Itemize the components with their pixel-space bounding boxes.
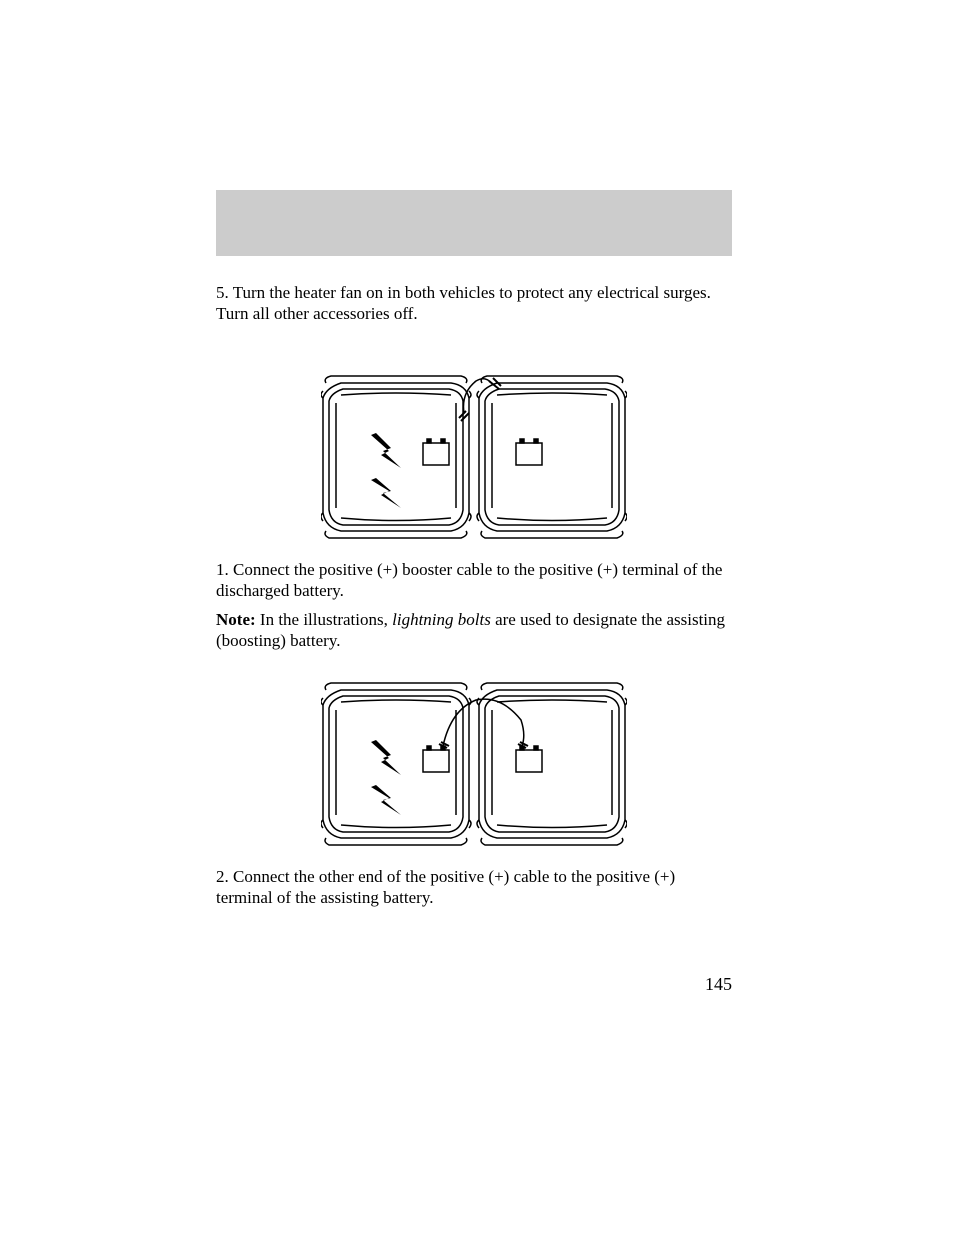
note-label: Note: bbox=[216, 610, 256, 629]
diagram-2-container bbox=[216, 680, 732, 848]
note-italic: lightning bolts bbox=[392, 610, 491, 629]
page-container: 5. Turn the heater fan on in both vehicl… bbox=[0, 0, 954, 908]
paragraph-note: Note: In the illustrations, lightning bo… bbox=[216, 609, 732, 652]
diagram-1-container bbox=[216, 373, 732, 541]
page-number: 145 bbox=[705, 974, 732, 995]
paragraph-step2: 2. Connect the other end of the positive… bbox=[216, 866, 732, 909]
header-bar bbox=[216, 190, 732, 256]
paragraph-step1: 1. Connect the positive (+) booster cabl… bbox=[216, 559, 732, 602]
note-text1: In the illustrations, bbox=[256, 610, 392, 629]
paragraph-step5: 5. Turn the heater fan on in both vehicl… bbox=[216, 282, 732, 325]
jump-start-diagram-2 bbox=[321, 680, 627, 848]
jump-start-diagram-1 bbox=[321, 373, 627, 541]
